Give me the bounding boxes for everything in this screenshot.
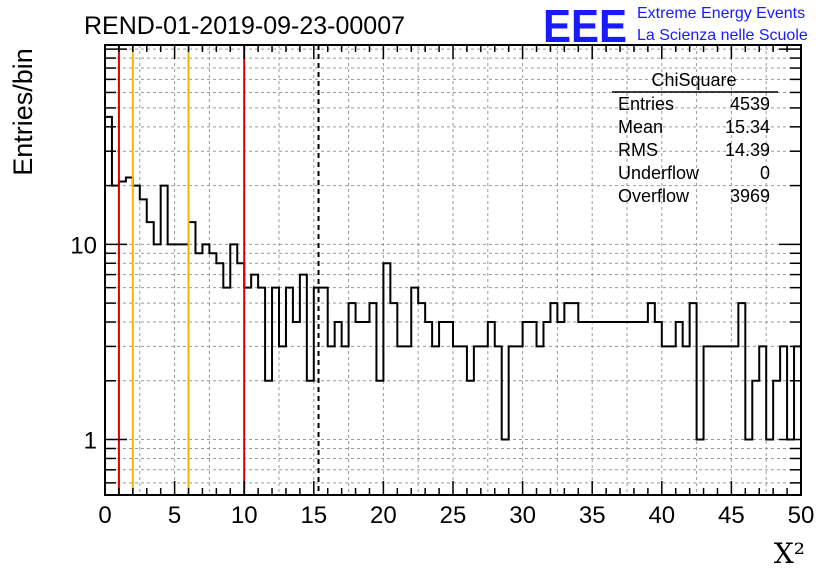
x-tick-label: 15 xyxy=(300,502,327,529)
logo-line-2: La Scienza nelle Scuole xyxy=(637,27,808,44)
stats-label-underflow: Underflow xyxy=(618,163,700,183)
stats-value-mean: 15.34 xyxy=(725,117,770,137)
histogram-steps xyxy=(105,115,801,441)
y-tick-label: 10 xyxy=(70,232,97,259)
stats-value-underflow: 0 xyxy=(760,163,770,183)
y-tick-label: 1 xyxy=(84,428,97,455)
logo-line-1: Extreme Energy Events xyxy=(637,5,805,22)
x-tick-label: 40 xyxy=(648,502,675,529)
axis-ticks xyxy=(104,45,802,495)
axis-tick-labels: 0 5 10 15 20 25 30 35 40 45 50 1 10 xyxy=(70,232,814,529)
x-tick-label: 20 xyxy=(370,502,397,529)
x-tick-label: 30 xyxy=(509,502,536,529)
x-tick-label: 10 xyxy=(231,502,258,529)
stats-label-mean: Mean xyxy=(618,117,663,137)
stats-box: ChiSquare Entries 4539 Mean 15.34 RMS 14… xyxy=(612,70,778,206)
x-tick-label: 50 xyxy=(788,502,815,529)
stats-label-entries: Entries xyxy=(618,94,674,114)
stats-value-rms: 14.39 xyxy=(725,140,770,160)
logo-letters: EEE xyxy=(543,0,627,52)
stats-label-rms: RMS xyxy=(618,140,658,160)
x-tick-label: 35 xyxy=(579,502,606,529)
x-axis-label: Χ² xyxy=(774,537,805,570)
eee-logo: EEE Extreme Energy Events La Scienza nel… xyxy=(543,0,808,52)
stats-label-overflow: Overflow xyxy=(618,186,690,206)
x-tick-label: 25 xyxy=(440,502,467,529)
y-axis-label: Entries/bin xyxy=(8,48,38,176)
chart-title: REND-01-2019-09-23-00007 xyxy=(84,12,405,40)
stats-value-entries: 4539 xyxy=(730,94,770,114)
histogram-series xyxy=(105,115,801,441)
reference-lines xyxy=(117,45,320,495)
x-tick-label: 0 xyxy=(98,502,111,529)
x-tick-label: 45 xyxy=(718,502,745,529)
stats-value-overflow: 3969 xyxy=(730,186,770,206)
x-tick-label: 5 xyxy=(168,502,181,529)
stats-title: ChiSquare xyxy=(651,70,736,90)
grid-lines xyxy=(105,45,801,495)
